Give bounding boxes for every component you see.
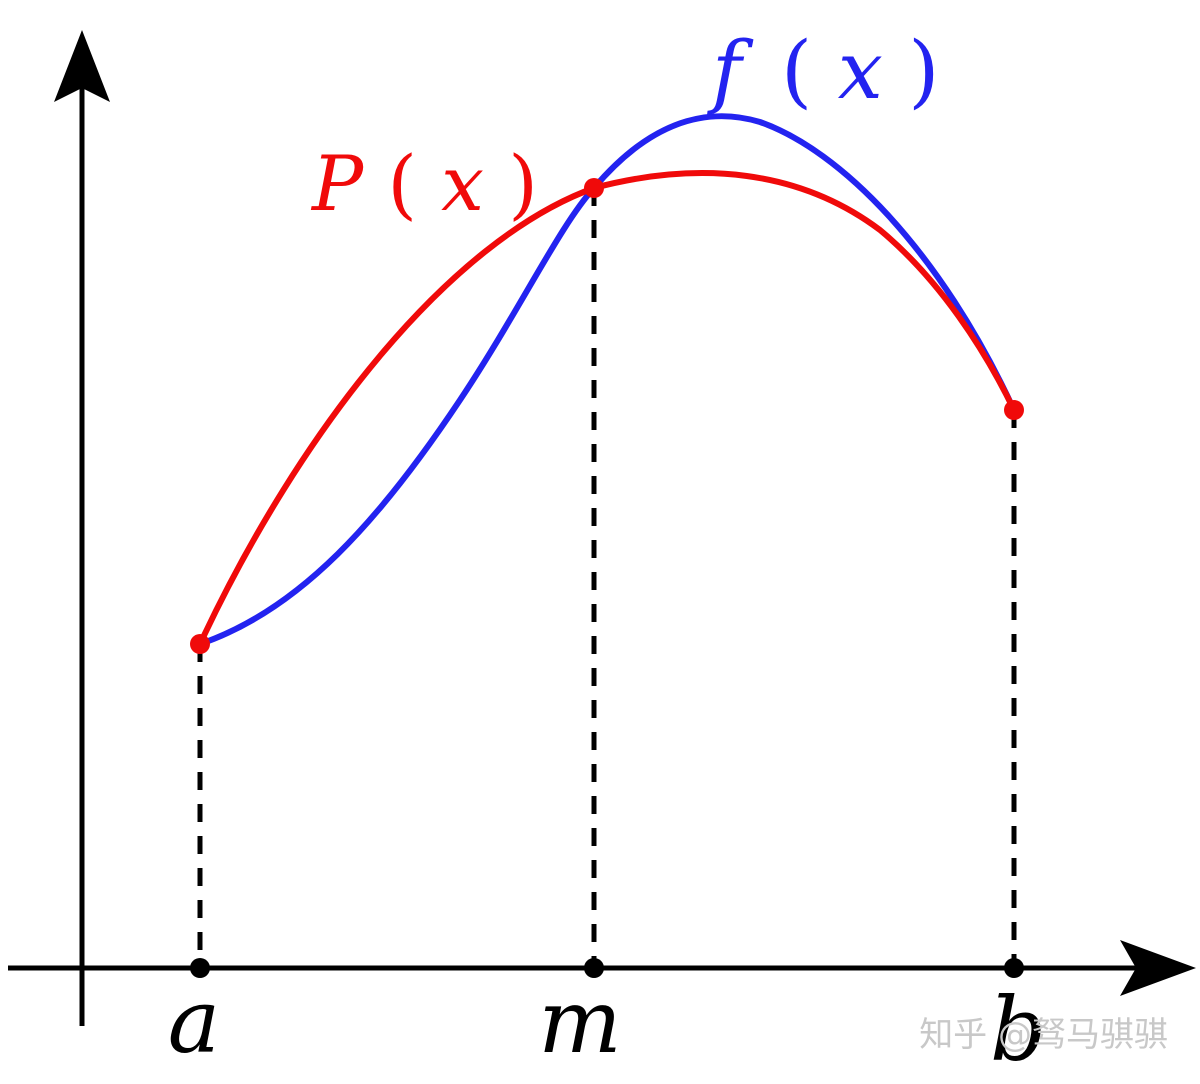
guide-lines bbox=[197, 188, 1017, 968]
x-axis-ticks bbox=[190, 958, 1024, 978]
tick-dot-b bbox=[1004, 958, 1024, 978]
p-curve-label: P ( x ) bbox=[310, 139, 538, 228]
y-axis-arrowhead bbox=[54, 30, 110, 102]
tick-dot-a bbox=[190, 958, 210, 978]
f-label-name: f bbox=[707, 24, 754, 117]
f-curve-label: f ( x ) bbox=[707, 24, 939, 117]
tick-dot-m bbox=[584, 958, 604, 978]
x-tick-label-a: a bbox=[168, 970, 220, 1073]
f-label-argument: x bbox=[838, 24, 883, 117]
x-axis-arrowhead bbox=[1120, 940, 1196, 996]
p-curve bbox=[197, 170, 1017, 647]
p-label-argument: x bbox=[441, 139, 484, 228]
interpolation-nodes bbox=[190, 178, 1024, 654]
node-m bbox=[584, 178, 604, 198]
p-label-close-paren: ) bbox=[508, 139, 538, 228]
p-label-name: P bbox=[310, 139, 365, 228]
f-label-open-paren: ( bbox=[781, 24, 812, 117]
watermark: 知乎 @驽马骐骐 bbox=[919, 1015, 1168, 1055]
f-label-close-paren: ) bbox=[908, 24, 939, 117]
node-b bbox=[1004, 400, 1024, 420]
p-label-open-paren: ( bbox=[387, 139, 417, 228]
x-tick-label-m: m bbox=[538, 970, 621, 1073]
x-tick-label-b: b bbox=[990, 978, 1046, 1081]
node-a bbox=[190, 634, 210, 654]
